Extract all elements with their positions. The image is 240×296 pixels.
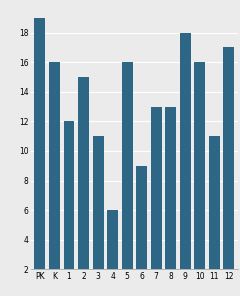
Bar <box>122 62 132 296</box>
Bar <box>64 121 74 296</box>
Bar <box>223 47 234 296</box>
Bar <box>180 33 191 296</box>
Bar <box>35 18 45 296</box>
Bar <box>209 136 220 296</box>
Bar <box>136 166 147 296</box>
Bar <box>165 107 176 296</box>
Bar <box>107 210 118 296</box>
Bar <box>151 107 162 296</box>
Bar <box>93 136 103 296</box>
Bar <box>194 62 205 296</box>
Bar <box>78 77 89 296</box>
Bar <box>49 62 60 296</box>
